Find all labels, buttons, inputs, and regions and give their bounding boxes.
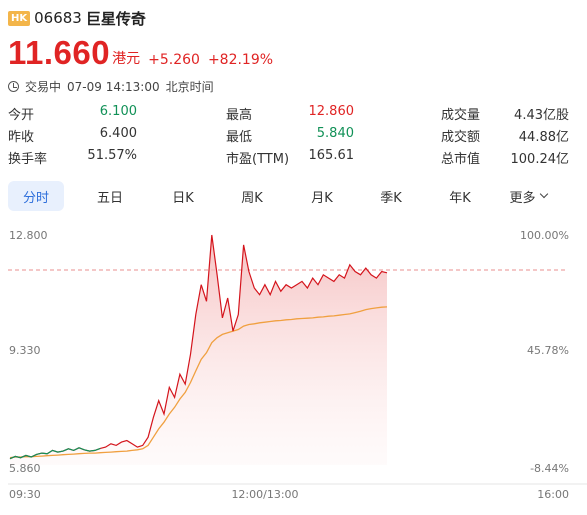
stat-value: 5.840 — [316, 126, 354, 141]
stat-value: 12.860 — [308, 104, 355, 119]
stat-row: 今开 6.100 最高 12.860 成交量 4.43亿股 — [0, 104, 587, 126]
tab-label: 更多 — [509, 190, 536, 206]
tab-label: 分时 — [22, 190, 49, 206]
stat-value: 6.100 — [99, 104, 137, 119]
stat-label: 今开 — [8, 108, 35, 123]
price-area — [10, 235, 387, 465]
price-change: +5.260 — [148, 52, 200, 68]
stat-label: 昨收 — [8, 130, 35, 145]
stock-code: 06683 — [34, 9, 82, 27]
tab-label: 日K — [172, 190, 194, 206]
tab-five-day[interactable]: 五日 — [64, 181, 156, 211]
clock-icon — [8, 81, 19, 92]
stat-label: 成交额 — [441, 130, 481, 145]
stat-value: 165.61 — [308, 148, 355, 163]
y-left-tick: 5.860 — [9, 462, 41, 475]
last-price: 11.660 — [8, 34, 111, 71]
stat-row: 昨收 6.400 最低 5.840 成交额 44.88亿 — [0, 126, 587, 148]
trade-datetime: 07-09 14:13:00 — [67, 79, 160, 94]
price-line-down-segment — [9, 447, 101, 460]
tab-quarterly-k[interactable]: 季K — [350, 181, 432, 211]
stat-label: 最低 — [226, 130, 253, 145]
tab-daily-k[interactable]: 日K — [156, 181, 210, 211]
trade-timezone: 北京时间 — [165, 80, 214, 94]
stat-row: 换手率 51.57% 市盈(TTM) 165.61 总市值 100.24亿 — [0, 148, 587, 170]
y-left-tick: 9.330 — [9, 344, 41, 357]
y-right-tick: 45.78% — [527, 344, 569, 357]
x-tick: 09:30 — [9, 488, 41, 501]
stat-label: 换手率 — [8, 152, 48, 167]
stat-label: 市盈(TTM) — [226, 152, 290, 167]
tab-label: 周K — [241, 190, 263, 206]
stats-grid: 今开 6.100 最高 12.860 成交量 4.43亿股 昨收 6.400 最… — [0, 104, 587, 170]
tab-label: 月K — [311, 190, 333, 206]
x-tick: 12:00/13:00 — [231, 488, 298, 501]
tab-label: 年K — [449, 190, 471, 206]
stat-label: 最高 — [226, 108, 253, 123]
stat-value: 51.57% — [87, 148, 137, 163]
tab-label: 季K — [380, 190, 402, 206]
period-tabs: 分时 五日 日K 周K 月K 季K 年K 更多 — [8, 180, 580, 212]
tab-yearly-k[interactable]: 年K — [432, 181, 488, 211]
stock-name: 巨星传奇 — [85, 9, 146, 28]
stat-label: 成交量 — [441, 108, 481, 123]
tab-label: 五日 — [96, 190, 123, 206]
y-right-tick: 100.00% — [520, 229, 569, 242]
stat-value: 4.43亿股 — [514, 108, 569, 123]
below-close-segment — [9, 447, 101, 460]
stat-value: 100.24亿 — [510, 152, 570, 167]
stat-label: 总市值 — [441, 152, 481, 167]
tab-monthly-k[interactable]: 月K — [294, 181, 350, 211]
tab-weekly-k[interactable]: 周K — [210, 181, 294, 211]
currency-label: 港元 — [112, 51, 141, 67]
market-badge: HK — [8, 10, 31, 26]
average-price-line — [9, 306, 388, 459]
tab-more[interactable]: 更多 — [488, 181, 568, 211]
y-right-tick: -8.44% — [530, 462, 569, 475]
trade-state: 交易中 — [25, 80, 62, 94]
stat-value: 6.400 — [99, 126, 137, 141]
chevron-down-icon — [539, 189, 548, 199]
price-change-pct: +82.19% — [207, 52, 274, 68]
quote-row: 11.660 港元 +5.260 +82.19% — [8, 34, 273, 70]
tab-intraday[interactable]: 分时 — [8, 181, 64, 211]
y-left-tick: 12.800 — [9, 229, 48, 242]
trade-status: 交易中 07-09 14:13:00 北京时间 — [8, 78, 220, 95]
stock-header: HK 06683 巨星传奇 — [8, 7, 146, 29]
stat-value: 44.88亿 — [518, 130, 569, 145]
intraday-chart: 12.800 9.330 5.860 100.00% 45.78% -8.44%… — [8, 229, 587, 501]
x-tick: 16:00 — [537, 488, 569, 501]
